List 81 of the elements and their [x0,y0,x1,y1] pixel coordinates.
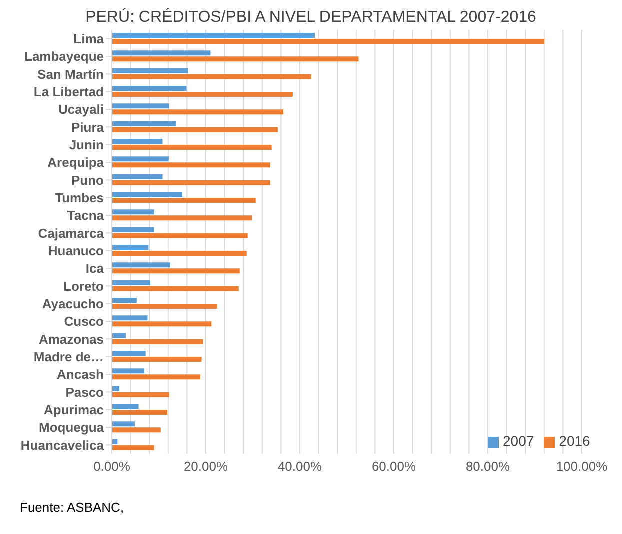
bar [112,121,176,126]
y-tick-label: Junin [69,137,104,152]
bar [112,192,182,197]
y-tick-label: Moquegua [39,420,105,436]
bar [112,386,120,392]
bar [112,68,188,74]
x-tick-label: 60.00% [372,459,416,474]
y-tick-label: La Libertad [34,84,104,100]
bar [112,339,204,344]
bar [112,322,212,327]
bar [112,50,211,56]
x-tick-label: 0.00% [94,459,131,474]
chart-title: PERÚ: CRÉDITOS/PBI A NIVEL DEPARTAMENTAL 2007-2016 [84,8,538,28]
bar [112,374,200,380]
bar [112,392,170,398]
y-tick-label: Tumbes [55,190,104,206]
x-tick-label: 40.00% [278,459,322,474]
y-tick-label: Ucayali [58,102,104,118]
bar [112,286,239,292]
bar [112,127,278,132]
y-tick-label: Apurimac [44,402,104,418]
y-tick-label: Ayacucho [42,296,104,312]
bar [112,162,270,168]
source-note: Fuente: ASBANC, [20,500,126,515]
bar [112,33,316,38]
bar [112,262,170,268]
bar [112,180,270,186]
legend-label: 2007 [503,433,534,449]
bar [112,404,139,409]
bar [112,104,170,109]
bar [112,39,544,44]
legend-label: 2016 [559,433,590,449]
y-tick-label: Huancavelica [20,438,105,453]
bar [112,56,359,62]
bar [112,110,284,115]
bar [112,233,248,238]
y-tick-label: Loreto [64,278,104,294]
bar [112,227,154,232]
bar [112,139,163,144]
bar [112,210,154,215]
x-tick-label: 100.00% [556,459,608,474]
bar [112,410,168,415]
bar [112,198,256,203]
bar [112,245,149,250]
bar [112,304,218,309]
y-tick-label: Piura [71,120,105,135]
y-tick-label: Lima [74,31,105,46]
bar [112,445,154,450]
bar [112,422,136,427]
y-tick-label: Ica [86,261,105,276]
bar [112,268,240,274]
bar [112,351,146,356]
y-tick-label: Puno [72,172,104,188]
x-tick-label: 80.00% [466,459,510,474]
bar [112,251,247,256]
y-tick-label: Madre de… [34,349,104,364]
y-tick-label: Huanuco [48,243,104,258]
bar [112,86,187,91]
bar [112,74,312,80]
y-tick-label: Cajamarca [38,226,105,241]
bar [112,92,293,97]
bar [112,368,144,374]
bar [112,174,163,180]
bar [112,316,148,321]
y-tick-label: Ancash [57,367,104,382]
bar [112,145,272,150]
bar [112,428,161,433]
x-tick-label: 20.00% [184,459,228,474]
y-tick-label: San Martín [38,66,104,82]
y-tick-label: Arequipa [48,155,105,170]
y-tick-label: Tacna [67,208,105,224]
y-tick-label: Lambayeque [24,49,104,64]
bar [112,333,126,338]
y-tick-label: Pasco [66,384,104,400]
bar [112,298,137,303]
y-tick-label: Cusco [64,314,104,330]
bar [112,280,151,286]
bar [112,216,252,221]
y-tick-label: Amazonas [38,332,104,347]
bar [112,357,202,362]
bar [112,156,169,162]
